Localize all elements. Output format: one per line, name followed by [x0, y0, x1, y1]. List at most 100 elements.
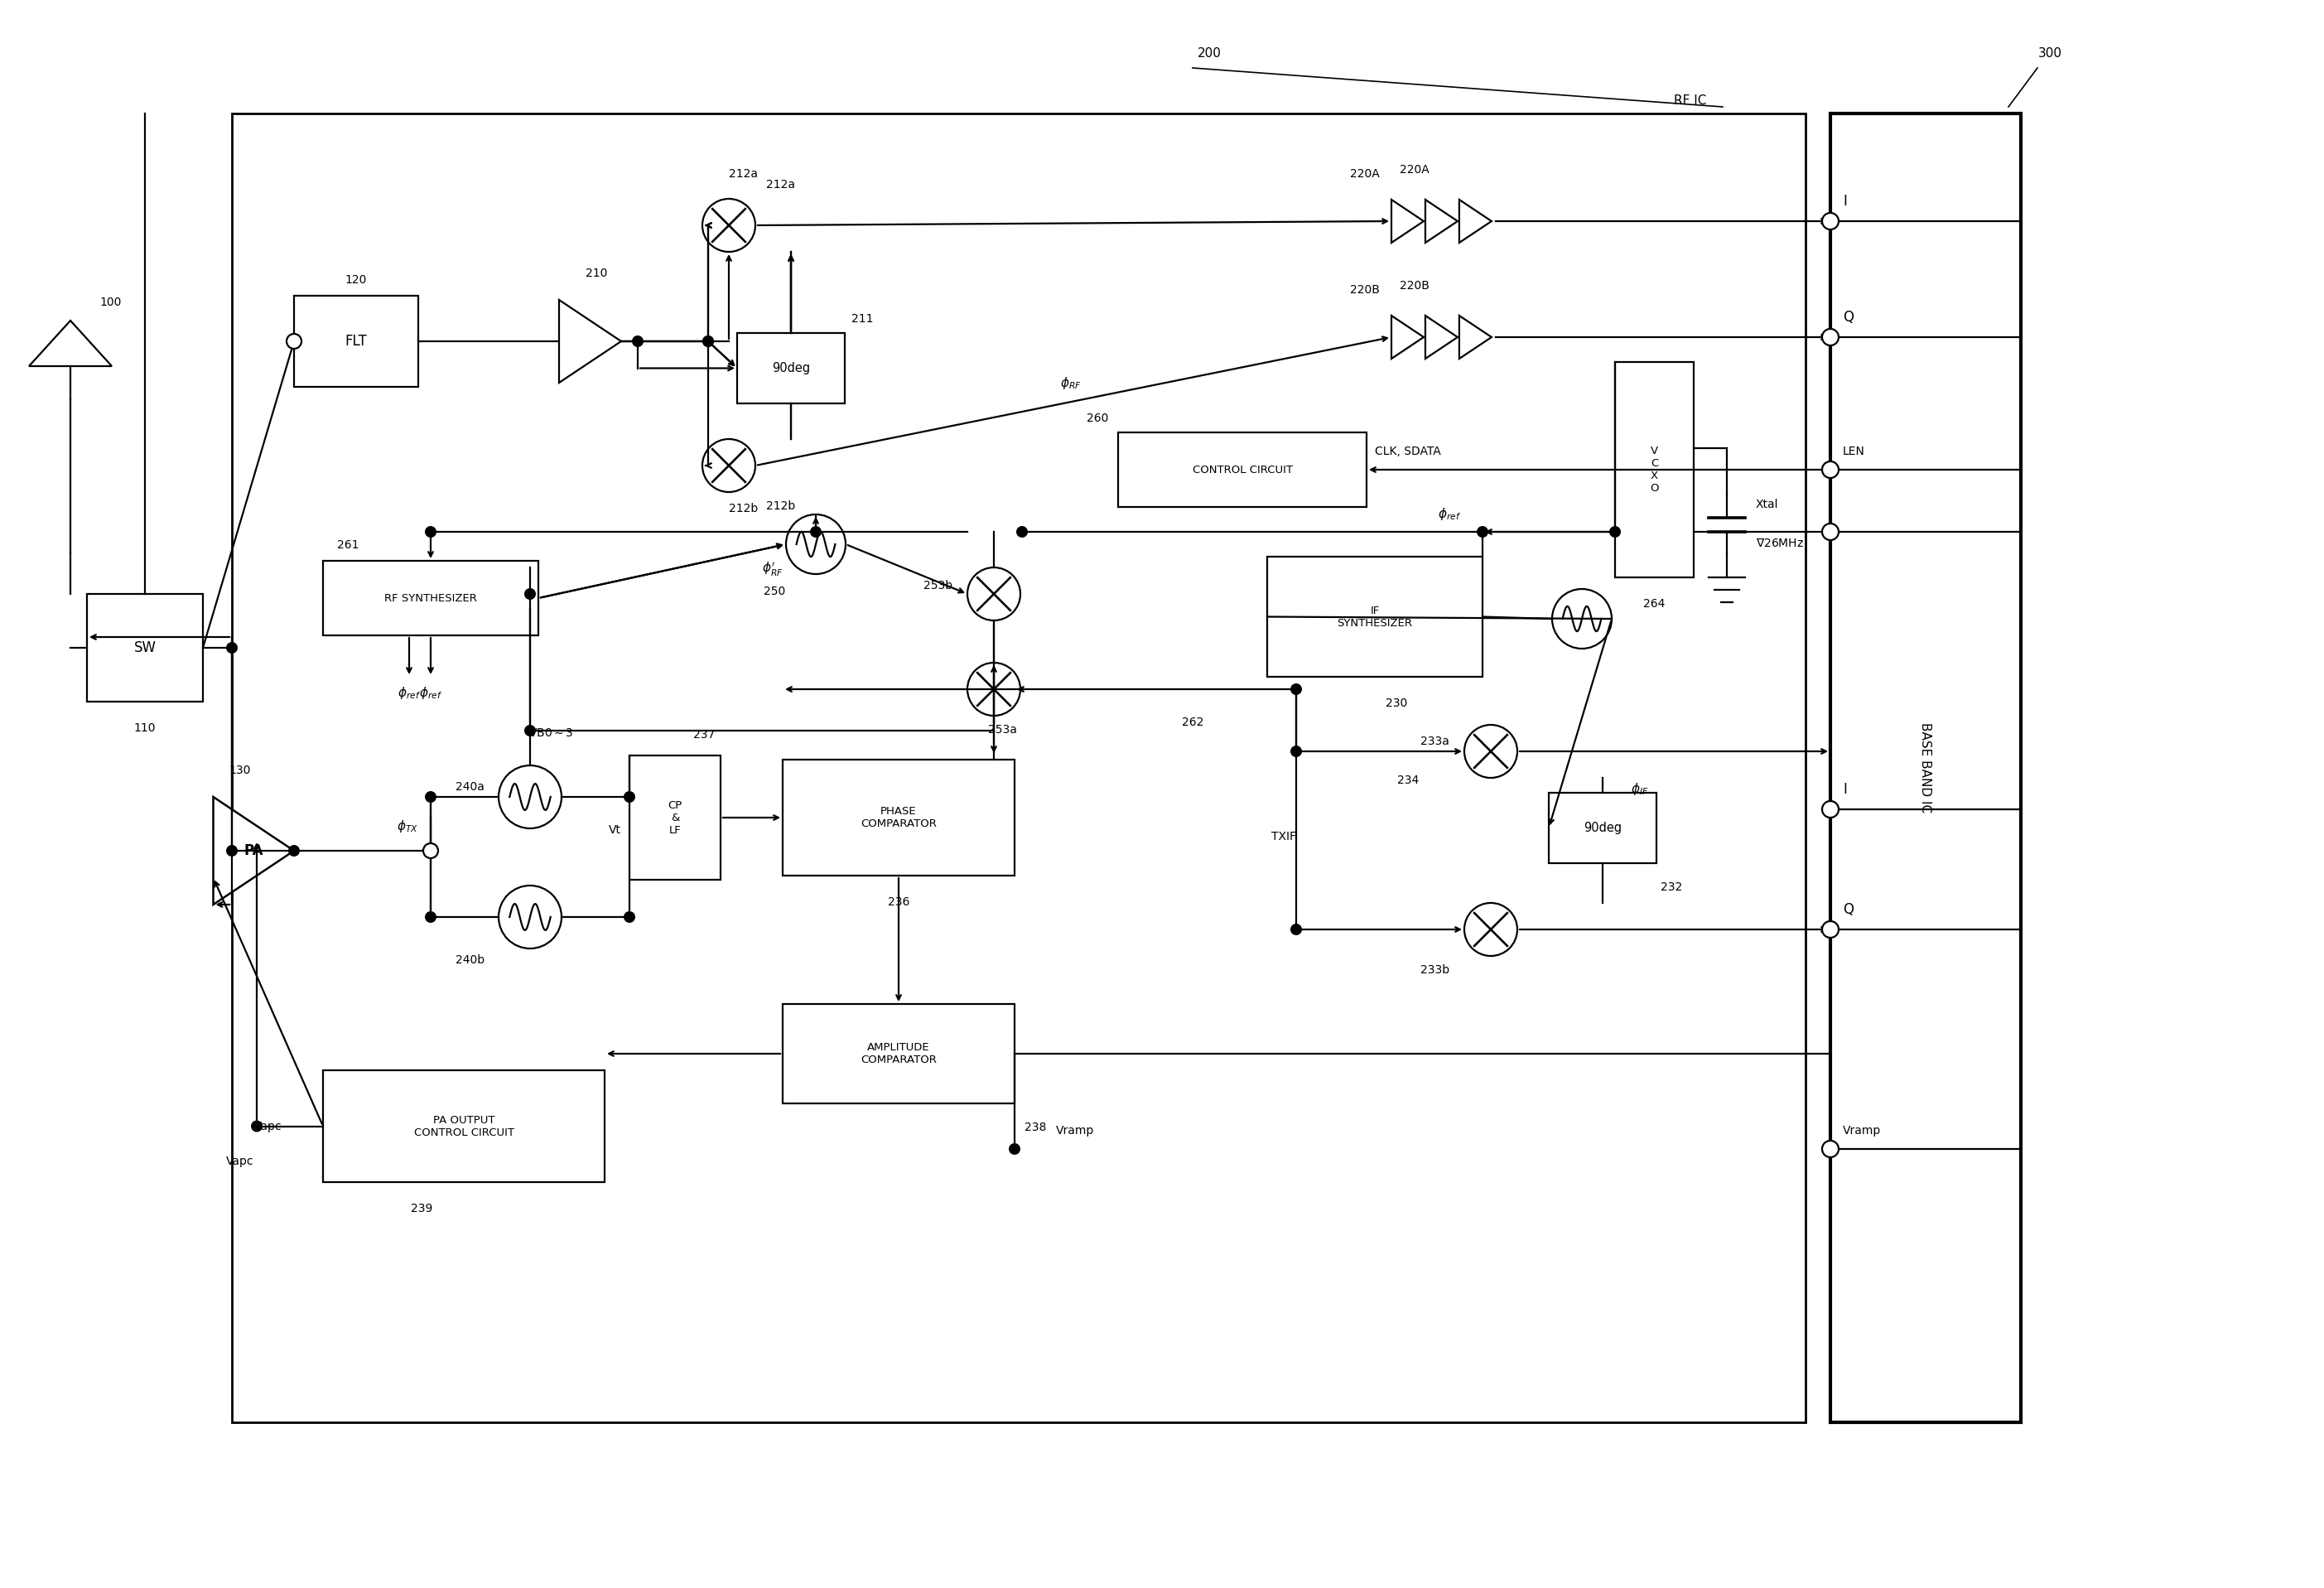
Text: 220B: 220B	[1350, 284, 1380, 295]
Text: 233a: 233a	[1420, 735, 1450, 748]
Circle shape	[1822, 329, 1838, 346]
Polygon shape	[560, 300, 621, 383]
Text: $\phi_{TX}$: $\phi_{TX}$	[397, 818, 418, 834]
Text: V
C
X
O: V C X O	[1650, 446, 1659, 494]
Text: 264: 264	[1643, 599, 1666, 610]
Circle shape	[423, 843, 439, 858]
Text: CLK, SDATA: CLK, SDATA	[1376, 446, 1441, 457]
Bar	[1267, 557, 1483, 676]
Polygon shape	[214, 797, 295, 905]
Text: $\phi_{RF}'$: $\phi_{RF}'$	[762, 561, 783, 578]
Circle shape	[702, 335, 713, 348]
Circle shape	[1822, 213, 1838, 229]
Text: 300: 300	[2038, 48, 2061, 60]
Circle shape	[1290, 745, 1301, 757]
Circle shape	[967, 662, 1020, 716]
Text: 212a: 212a	[730, 168, 758, 179]
Circle shape	[425, 912, 437, 923]
Polygon shape	[1425, 200, 1457, 243]
Bar	[1118, 432, 1367, 507]
Text: 253b: 253b	[923, 580, 953, 591]
Circle shape	[632, 335, 644, 348]
Bar	[737, 333, 846, 403]
Circle shape	[1822, 800, 1838, 818]
Text: 90deg: 90deg	[1583, 821, 1622, 834]
Text: PHASE
COMPARATOR: PHASE COMPARATOR	[860, 807, 937, 829]
Text: TXIF: TXIF	[1271, 831, 1297, 843]
Circle shape	[500, 886, 562, 948]
Bar	[295, 295, 418, 387]
Bar	[1831, 113, 2022, 1423]
Bar	[1615, 362, 1694, 578]
Bar	[323, 561, 539, 635]
Text: 110: 110	[135, 723, 156, 734]
Text: Vapc: Vapc	[253, 1121, 281, 1132]
Text: 130: 130	[230, 764, 251, 777]
Text: 230: 230	[1385, 697, 1408, 710]
Circle shape	[525, 588, 537, 600]
Circle shape	[425, 791, 437, 802]
Polygon shape	[1392, 316, 1425, 359]
Text: 236: 236	[888, 896, 909, 908]
Text: 212b: 212b	[730, 503, 758, 515]
Text: Vt: Vt	[609, 824, 621, 835]
Circle shape	[702, 198, 755, 252]
Text: 212a: 212a	[767, 179, 795, 191]
Bar	[1548, 792, 1657, 864]
Polygon shape	[1425, 316, 1457, 359]
Text: Xtal: Xtal	[1757, 499, 1778, 510]
Circle shape	[1822, 921, 1838, 939]
Circle shape	[623, 912, 634, 923]
Polygon shape	[28, 321, 112, 367]
Text: RF IC: RF IC	[1673, 94, 1706, 106]
Text: Vramp: Vramp	[1055, 1124, 1095, 1137]
Circle shape	[1290, 924, 1301, 935]
Text: Vapc: Vapc	[225, 1154, 253, 1167]
Text: PA: PA	[244, 843, 263, 858]
Circle shape	[286, 333, 302, 349]
Text: 237: 237	[693, 729, 716, 740]
Text: I: I	[1843, 781, 1848, 797]
Text: $\phi_{ref}$: $\phi_{ref}$	[1439, 507, 1462, 522]
Text: 120: 120	[346, 275, 367, 286]
Bar	[783, 759, 1016, 875]
Circle shape	[702, 438, 755, 492]
Text: CP
&
LF: CP & LF	[667, 800, 683, 835]
Circle shape	[1016, 526, 1027, 538]
Text: 238: 238	[1025, 1121, 1046, 1134]
Text: 234: 234	[1397, 775, 1420, 786]
Text: 210: 210	[586, 267, 607, 279]
Circle shape	[288, 845, 300, 856]
Circle shape	[525, 724, 537, 737]
Text: IF
SYNTHESIZER: IF SYNTHESIZER	[1336, 605, 1413, 629]
Text: 100: 100	[100, 297, 121, 308]
Text: 261: 261	[337, 540, 358, 551]
Circle shape	[786, 515, 846, 575]
Circle shape	[1009, 1143, 1020, 1154]
Text: CONTROL CIRCUIT: CONTROL CIRCUIT	[1192, 464, 1292, 475]
Text: BASE BAND IC: BASE BAND IC	[1920, 723, 1931, 813]
Text: 220A: 220A	[1350, 168, 1380, 179]
Text: Q: Q	[1843, 902, 1855, 916]
Circle shape	[967, 567, 1020, 621]
Text: FLT: FLT	[344, 333, 367, 349]
Circle shape	[425, 526, 437, 538]
Text: Q: Q	[1843, 310, 1855, 324]
Circle shape	[1290, 683, 1301, 696]
Polygon shape	[1459, 316, 1492, 359]
Text: 253a: 253a	[988, 724, 1016, 735]
Text: 90deg: 90deg	[772, 362, 811, 375]
Circle shape	[225, 642, 237, 654]
Circle shape	[225, 845, 237, 856]
Circle shape	[1822, 524, 1838, 540]
Circle shape	[1608, 526, 1620, 538]
Text: 262: 262	[1181, 716, 1204, 729]
Text: 220B: 220B	[1399, 279, 1429, 292]
Circle shape	[425, 845, 437, 856]
Text: 260: 260	[1085, 413, 1109, 424]
Text: RF SYNTHESIZER: RF SYNTHESIZER	[383, 592, 476, 603]
Bar	[232, 113, 1806, 1423]
Text: $\phi_{IF}$: $\phi_{IF}$	[1631, 781, 1648, 797]
Text: 220A: 220A	[1399, 164, 1429, 176]
Text: 240b: 240b	[456, 954, 483, 966]
